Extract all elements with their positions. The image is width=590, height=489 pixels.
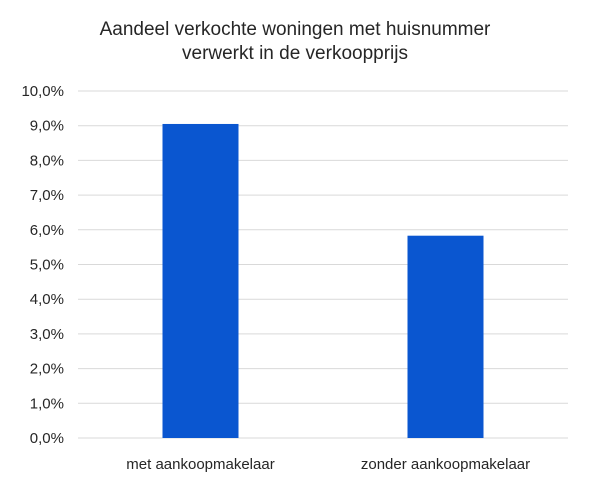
y-tick-label: 9,0% bbox=[30, 118, 64, 135]
bar bbox=[407, 235, 484, 438]
x-axis-tick-labels: met aankoopmakelaar zonder aankoopmakelaa… bbox=[126, 456, 530, 473]
x-tick-label: met aankoopmakelaar bbox=[126, 456, 274, 473]
gridlines bbox=[78, 90, 568, 439]
y-tick-label: 4,0% bbox=[30, 291, 64, 308]
x-tick-label: zonder aankoopmakelaar bbox=[361, 456, 530, 473]
chart-title-line-1: Aandeel verkochte woningen met huisnumme… bbox=[100, 19, 491, 40]
y-tick-label: 3,0% bbox=[30, 326, 64, 343]
y-tick-label: 5,0% bbox=[30, 257, 64, 274]
y-tick-label: 1,0% bbox=[30, 395, 64, 412]
chart-title-line-2: verwerkt in de verkoopprijs bbox=[182, 43, 408, 64]
y-tick-label: 6,0% bbox=[30, 222, 64, 239]
chart-title: Aandeel verkochte woningen met huisnumme… bbox=[100, 19, 491, 64]
bars bbox=[162, 123, 484, 438]
y-tick-label: 8,0% bbox=[30, 152, 64, 169]
y-tick-label: 7,0% bbox=[30, 187, 64, 204]
y-axis-tick-labels: 0,0% 1,0% 2,0% 3,0% 4,0% 5,0% 6,0% 7,0% 8,0% 9,0%… bbox=[21, 83, 64, 447]
y-tick-label: 2,0% bbox=[30, 361, 64, 378]
y-tick-label: 0,0% bbox=[30, 430, 64, 447]
bar bbox=[162, 123, 239, 438]
y-tick-label: 10,0% bbox=[21, 83, 64, 100]
